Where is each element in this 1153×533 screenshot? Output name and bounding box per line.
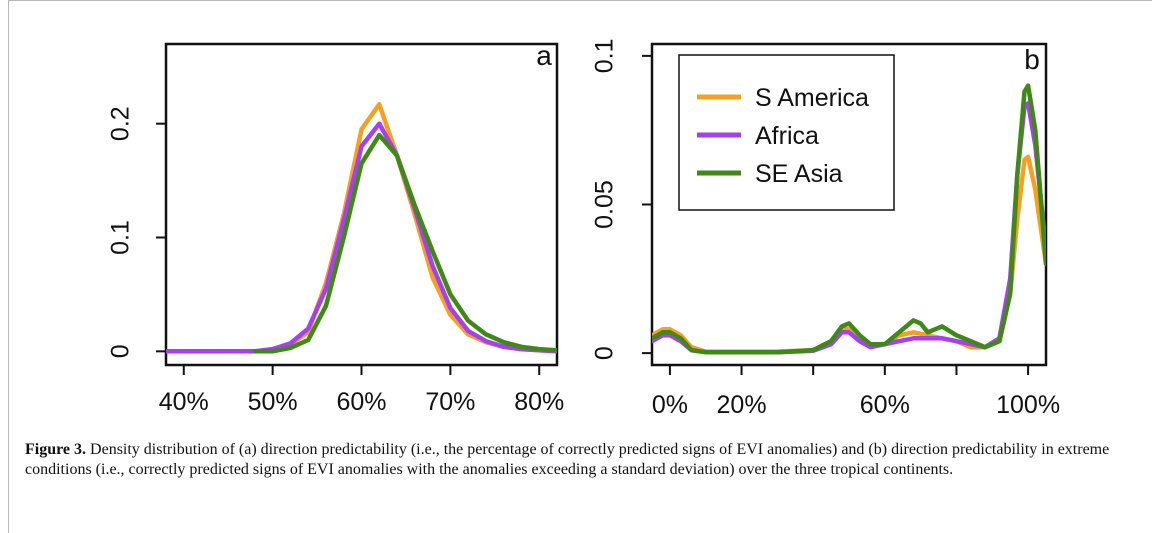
x-tick-label: 20% — [717, 391, 767, 419]
figure-frame — [8, 0, 1152, 533]
x-tick-label: 40% — [159, 388, 209, 416]
panel-letter: b — [1024, 44, 1040, 75]
x-tick-label: 0% — [652, 391, 688, 419]
x-tick-label: 50% — [248, 388, 298, 416]
x-tick-label: 80% — [514, 388, 564, 416]
panel-a: 40% 50% 60% 70% 80% 0 0.1 0.2 a — [107, 40, 565, 416]
plot-frame — [164, 42, 559, 367]
series-line-s-america — [166, 102, 557, 354]
figure-caption: Figure 3. Density distribution of (a) di… — [25, 440, 1125, 480]
y-tick-label: 0 — [107, 344, 135, 358]
series-line-se-asia — [252, 132, 557, 354]
legend-label: Africa — [755, 122, 819, 150]
legend-label: S America — [755, 84, 869, 112]
y-tick-label: 0 — [591, 346, 619, 360]
caption-label: Figure 3. — [25, 441, 87, 458]
panel-b: 0% 20% 60% 100% 0 0.05 0.1 b S America Africa SE A… — [591, 39, 1060, 419]
caption-text: Density distribution of (a) direction pr… — [25, 441, 1110, 478]
legend-label: SE Asia — [755, 160, 843, 188]
series-line-africa — [166, 121, 557, 354]
y-tick-label: 0.2 — [107, 106, 135, 141]
y-tick-label: 0.05 — [591, 180, 619, 229]
panel-letter: a — [536, 40, 552, 71]
series-line-se-asia — [652, 83, 1046, 355]
x-tick-label: 70% — [425, 388, 475, 416]
x-tick-label: 60% — [336, 388, 386, 416]
y-tick-label: 0.1 — [591, 39, 619, 74]
y-tick-label: 0.1 — [107, 220, 135, 255]
x-tick-label: 100% — [996, 391, 1060, 419]
x-tick-label: 60% — [860, 391, 910, 419]
